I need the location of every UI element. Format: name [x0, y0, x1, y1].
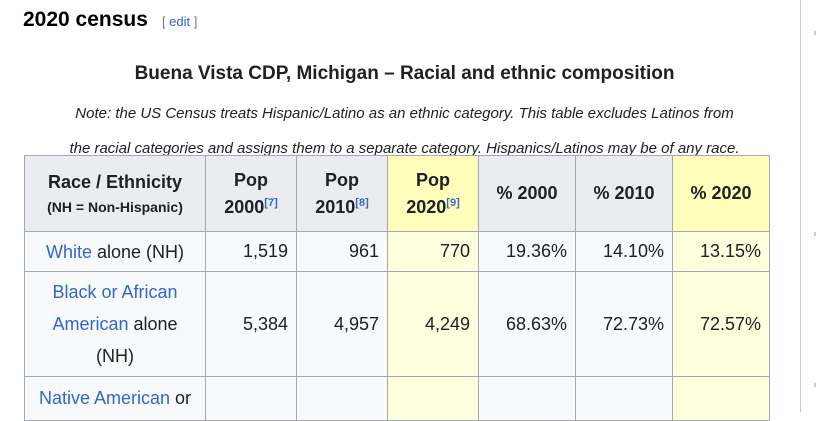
table-header-row: Race / Ethnicity (NH = Non-Hispanic) Pop… — [24, 155, 770, 232]
race-link[interactable]: White — [45, 241, 92, 262]
header-pop-2000: Pop 2000[7] — [205, 155, 297, 232]
sidebar-marker — [814, 232, 816, 236]
race-link[interactable]: Native American — [38, 388, 171, 408]
race-cell: Native American or — [24, 376, 206, 421]
section-title: 2020 census — [23, 8, 148, 31]
pop-2000-cell: 5,384 — [205, 271, 297, 377]
sidebar-divider — [800, 0, 801, 412]
edit-section: [ edit ] — [161, 14, 198, 29]
table-caption: Buena Vista CDP, Michigan – Racial and e… — [134, 63, 675, 84]
pop-2000-cell: 1,519 — [205, 231, 297, 272]
pct-2010-cell: 14.10% — [575, 231, 673, 272]
ref-link[interactable]: [7] — [264, 196, 278, 209]
race-cell: White alone (NH) — [24, 231, 206, 272]
race-link[interactable]: American — [52, 314, 129, 334]
pct-2000-cell: 68.63% — [478, 271, 576, 377]
pop-2020-cell — [387, 376, 479, 421]
sidebar-marker — [814, 383, 816, 387]
edit-link[interactable]: edit — [169, 14, 191, 29]
table-row: Native American or — [24, 376, 770, 421]
header-pct-2010: % 2010 — [575, 155, 673, 232]
table-row: White alone (NH) 1,519 961 770 19.36% 14… — [24, 231, 770, 272]
sidebar-marker — [814, 31, 816, 35]
pop-2010-cell: 4,957 — [296, 271, 388, 377]
census-table: Race / Ethnicity (NH = Non-Hispanic) Pop… — [24, 155, 770, 421]
header-pct-2000: % 2000 — [478, 155, 576, 232]
pct-2010-cell — [575, 376, 673, 421]
pop-2000-cell — [205, 376, 297, 421]
section-heading: 2020 census [ edit ] — [23, 8, 197, 32]
race-cell: Black or African American alone (NH) — [24, 271, 206, 377]
ref-link[interactable]: [9] — [446, 196, 460, 209]
pop-2020-cell: 770 — [387, 231, 479, 272]
header-pct-2020: % 2020 — [672, 155, 770, 232]
pct-2000-cell — [478, 376, 576, 421]
pop-2010-cell — [296, 376, 388, 421]
pct-2020-cell — [672, 376, 770, 421]
table-note: Note: the US Census treats Hispanic/Lati… — [69, 105, 740, 157]
pct-2010-cell: 72.73% — [575, 271, 673, 377]
header-pop-2020: Pop 2020[9] — [387, 155, 479, 232]
pop-2020-cell: 4,249 — [387, 271, 479, 377]
pct-2020-cell: 72.57% — [672, 271, 770, 377]
header-race: Race / Ethnicity (NH = Non-Hispanic) — [24, 155, 206, 232]
header-pop-2010: Pop 2010[8] — [296, 155, 388, 232]
pct-2020-cell: 13.15% — [672, 231, 770, 272]
pop-2010-cell: 961 — [296, 231, 388, 272]
race-link[interactable]: Black or African — [52, 282, 178, 302]
ref-link[interactable]: [8] — [355, 196, 369, 209]
table-row: Black or African American alone (NH) 5,3… — [24, 271, 770, 377]
pct-2000-cell: 19.36% — [478, 231, 576, 272]
